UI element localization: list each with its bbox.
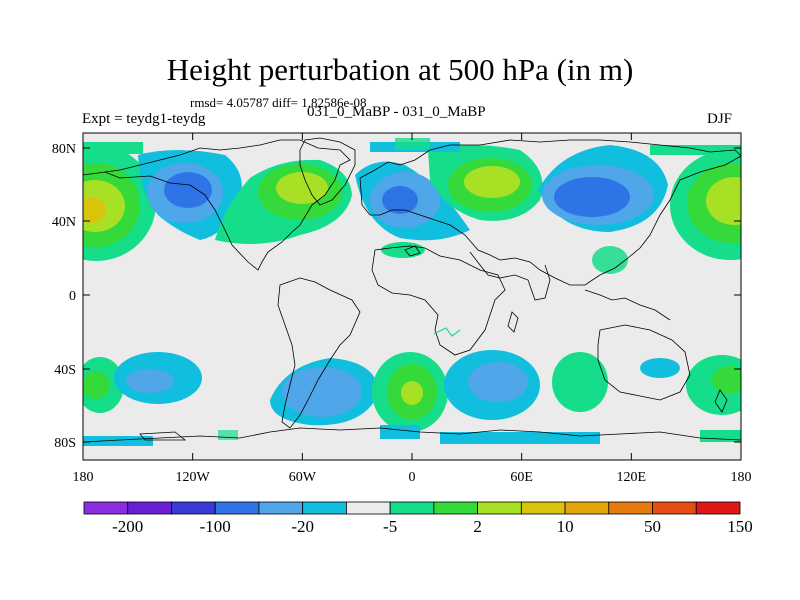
north-america-negative-anomaly (138, 150, 242, 240)
experiment-label: Expt = teydg1-teydg (82, 111, 206, 127)
colorbar-swatch (433, 501, 479, 515)
colorbar-swatch (608, 501, 653, 515)
north-pacific-east-positive-anomaly (670, 150, 741, 260)
x-tick-label: 60E (510, 470, 533, 485)
colorbar-swatch (127, 501, 172, 515)
colorbar-swatch (302, 501, 347, 515)
x-tick-label: 180 (731, 470, 752, 485)
colorbar-swatch (477, 501, 522, 515)
antarctic-fringe-band (83, 425, 741, 446)
coastline-south-america (277, 277, 361, 429)
colorbar-label: 50 (644, 517, 661, 536)
colorbar-swatch (652, 501, 697, 515)
europe-negative-anomaly (355, 161, 470, 241)
colorbar-label: -20 (291, 517, 314, 536)
arctic-fringe-band (83, 138, 741, 155)
colorbar (83, 501, 741, 515)
colorbar-label: -5 (383, 517, 397, 536)
colorbar-swatch (83, 501, 129, 515)
colorbar-swatch (171, 501, 216, 515)
coastline-africa (371, 245, 506, 356)
contour-fill-layer (83, 138, 741, 446)
axis-labels: 180 120W 60W 0 60E 120E 180 80N 40N 0 40S 80S (52, 142, 752, 485)
south-pacific-west-anomaly (83, 357, 124, 413)
colorbar-label: 150 (727, 517, 753, 536)
y-tick-label: 40S (54, 363, 76, 378)
coastline-new-zealand (714, 389, 728, 413)
coastline-southeast-asia (584, 289, 671, 321)
coastline-madagascar (507, 311, 519, 333)
x-tick-label: 60W (289, 470, 317, 485)
case-label: 031_0_MaBP - 031_0_MaBP (307, 104, 486, 120)
y-tick-label: 80N (52, 142, 76, 157)
australia-south-negative-anomaly (640, 358, 680, 378)
coastline-iceland-small (404, 245, 421, 257)
season-label: DJF (707, 111, 733, 127)
colorbar-label: -100 (200, 517, 231, 536)
colorbar-swatch (258, 501, 304, 515)
coastline-caribbean-marker (433, 327, 461, 337)
coastlines (83, 137, 741, 443)
colorbar-label: -200 (112, 517, 143, 536)
coastline-arabia-india (469, 251, 551, 301)
colorbar-label: 2 (473, 517, 482, 536)
plot-title: Height perturbation at 500 hPa (in m) (166, 52, 634, 87)
south-atlantic-west-negative-anomaly (270, 358, 379, 426)
central-asia-positive-anomaly (428, 145, 543, 221)
axis-ticks (82, 133, 742, 460)
colorbar-swatch (695, 501, 741, 515)
y-tick-label: 40N (52, 215, 76, 230)
y-tick-label: 0 (69, 289, 76, 304)
coastline-antarctic-peninsula (139, 431, 187, 441)
coastline-greenland (299, 137, 356, 206)
north-atlantic-positive-anomaly (215, 159, 352, 244)
x-tick-label: 0 (409, 470, 416, 485)
x-tick-label: 120W (176, 470, 211, 485)
colorbar-labels: -200 -100 -20 -5 2 10 50 150 (112, 517, 753, 536)
colorbar-swatch (345, 501, 391, 515)
south-pacific-negative-anomaly (114, 352, 202, 404)
colorbar-swatch (214, 501, 260, 515)
coastline-antarctica (83, 427, 741, 443)
south-atlantic-positive-anomaly (372, 352, 448, 432)
south-indian-negative-anomaly (444, 350, 540, 420)
x-tick-label: 120E (617, 470, 647, 485)
rmsd-subtitle: rmsd= 4.05787 diff= 1.82586e-08 (190, 95, 367, 110)
south-indian-east-positive-anomaly (552, 352, 608, 412)
north-pacific-positive-anomaly (83, 145, 156, 261)
coastline-australia (597, 324, 691, 401)
colorbar-swatch (520, 501, 566, 515)
siberia-negative-anomaly (538, 145, 668, 232)
colorbar-swatch (389, 501, 435, 515)
colorbar-swatch (564, 501, 610, 515)
x-tick-label: 180 (73, 470, 94, 485)
south-pacific-east-positive-anomaly (686, 355, 741, 415)
colorbar-label: 10 (557, 517, 574, 536)
y-tick-label: 80S (54, 436, 76, 451)
coastline-north-america (83, 139, 351, 271)
coastline-eurasia (359, 139, 741, 286)
